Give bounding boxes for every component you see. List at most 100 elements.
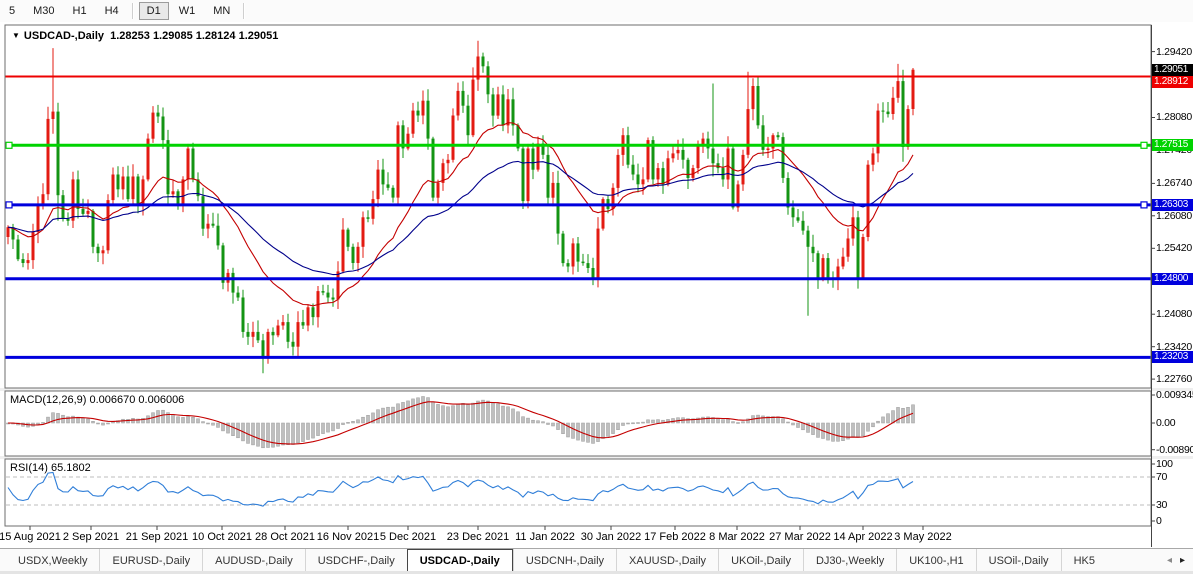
macd-histogram-bar	[391, 406, 395, 424]
symbol-tab-uk100-h1[interactable]: UK100-,H1	[896, 549, 975, 572]
candle-body	[726, 148, 730, 180]
symbol-tab-usoil-daily[interactable]: USOil-,Daily	[975, 549, 1061, 572]
candle-body	[611, 187, 615, 209]
timeframe-button-h1[interactable]: H1	[72, 5, 87, 17]
symbol-tab-usdcad-daily[interactable]: USDCAD-,Daily	[406, 549, 513, 572]
candle-body	[421, 100, 425, 116]
macd-histogram-bar	[761, 415, 765, 424]
candle-body	[251, 331, 255, 337]
symbol-tab-audusd-daily[interactable]: AUDUSD-,Daily	[202, 549, 305, 572]
macd-histogram-bar	[371, 412, 375, 424]
candle-body	[576, 243, 580, 262]
macd-histogram-bar	[276, 422, 280, 447]
candle-body	[66, 218, 70, 221]
candle-body	[386, 184, 390, 188]
candle-body	[881, 110, 885, 112]
tab-scroll-left-icon[interactable]: ◂	[1166, 555, 1172, 566]
timeframe-button-m30[interactable]: M30	[33, 5, 55, 17]
macd-histogram-bar	[551, 422, 555, 427]
symbol-tab-usdchf-daily[interactable]: USDCHF-,Daily	[304, 549, 407, 572]
candle-body	[871, 153, 875, 165]
timeframe-button-w1[interactable]: W1	[178, 5, 196, 17]
pane-splitter[interactable]	[0, 388, 1193, 391]
candle-body	[746, 109, 750, 155]
candle-body	[701, 138, 705, 145]
macd-histogram-bar	[36, 422, 40, 425]
macd-histogram-bar	[176, 416, 180, 424]
timeframe-button-d1[interactable]: D1	[138, 2, 169, 20]
candle-body	[851, 217, 855, 239]
macd-histogram-bar	[806, 422, 810, 433]
candle-body	[471, 79, 475, 136]
timeframe-button-h4[interactable]: H4	[104, 5, 119, 17]
line-handle[interactable]	[5, 141, 13, 149]
pane-splitter[interactable]	[0, 456, 1193, 459]
rsi-line	[7, 471, 914, 507]
candle-body	[256, 331, 260, 341]
timeframe-button-5[interactable]: 5	[9, 5, 16, 17]
candle-body	[91, 210, 95, 247]
tab-scroll-right-icon[interactable]: ▸	[1179, 555, 1185, 566]
ma-slow-line	[7, 160, 914, 276]
macd-histogram-bar	[736, 422, 740, 424]
macd-histogram-bar	[51, 412, 55, 424]
candle-body	[106, 200, 110, 251]
candle-body	[326, 292, 330, 298]
candle-body	[821, 258, 825, 278]
candle-body	[526, 148, 530, 202]
macd-histogram-bar	[721, 419, 725, 424]
macd-histogram-bar	[191, 416, 195, 424]
candle-body	[41, 194, 45, 206]
candle-body	[411, 110, 415, 134]
macd-histogram-bar	[436, 404, 440, 424]
symbol-tab-dj30-weekly[interactable]: DJ30-,Weekly	[802, 549, 896, 572]
macd-histogram-bar	[306, 422, 310, 440]
macd-histogram-bar	[516, 411, 520, 424]
candle-body	[286, 322, 290, 342]
macd-histogram-bar	[706, 416, 710, 424]
macd-histogram-bar	[851, 422, 855, 437]
line-handle[interactable]	[1140, 141, 1148, 149]
candle-body	[846, 238, 850, 257]
chart-canvas[interactable]	[0, 22, 1193, 548]
line-handle[interactable]	[1140, 201, 1148, 209]
symbol-tab-xauusd-daily[interactable]: XAUUSD-,Daily	[616, 549, 718, 572]
macd-histogram-bar	[341, 422, 345, 425]
symbol-tab-usdx-weekly[interactable]: USDX,Weekly	[18, 554, 88, 567]
symbol-tab-usdcnh-daily[interactable]: USDCNH-,Daily	[512, 549, 616, 572]
chart-background[interactable]	[0, 22, 1193, 548]
candle-body	[581, 261, 585, 264]
candle-body	[506, 99, 510, 126]
symbol-tab-eurusd-daily[interactable]: EURUSD-,Daily	[99, 549, 202, 572]
candle-body	[16, 239, 20, 260]
timeframe-button-mn[interactable]: MN	[213, 5, 231, 17]
candle-body	[356, 246, 360, 263]
macd-histogram-bar	[811, 422, 815, 435]
candle-body	[376, 169, 380, 200]
candle-body	[26, 260, 30, 264]
macd-histogram-bar	[91, 421, 95, 424]
chart-window[interactable]: ▼ USDCAD-,Daily 1.28253 1.29085 1.28124 1…	[0, 22, 1193, 548]
macd-histogram-bar	[226, 422, 230, 434]
candle-body	[281, 322, 285, 326]
macd-histogram-bar	[591, 422, 595, 444]
macd-histogram-bar	[511, 408, 515, 424]
macd-histogram-bar	[621, 422, 625, 426]
macd-histogram-bar	[561, 422, 565, 434]
macd-histogram-bar	[261, 422, 265, 449]
candle-body	[161, 116, 165, 141]
macd-histogram-bar	[381, 407, 385, 424]
macd-histogram-bar	[296, 422, 300, 444]
candle-body	[636, 174, 640, 185]
macd-histogram-bar	[556, 422, 560, 430]
symbol-tab-ukoil-daily[interactable]: UKOil-,Daily	[718, 549, 803, 572]
macd-histogram-bar	[266, 422, 270, 448]
macd-histogram-bar	[441, 405, 445, 424]
macd-histogram-bar	[611, 422, 615, 434]
candle-body	[11, 227, 15, 240]
candle-body	[406, 133, 410, 149]
line-handle[interactable]	[5, 201, 13, 209]
symbol-tab-hk5[interactable]: HK5	[1060, 549, 1107, 572]
candle-body	[891, 97, 895, 114]
